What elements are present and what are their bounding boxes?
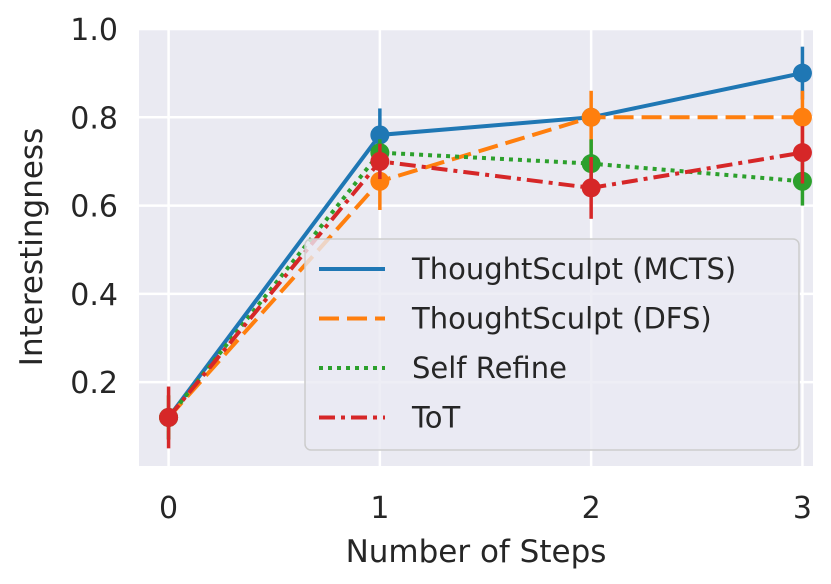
tick-labels: 0 1 2 3 0.2 0.4 0.6 0.8 1.0	[70, 13, 812, 526]
x-tick-label: 2	[582, 491, 601, 526]
series-layer	[159, 46, 812, 449]
legend-label: ThoughtSculpt (MCTS)	[411, 252, 736, 286]
data-point	[792, 143, 812, 163]
legend-label: ThoughtSculpt (DFS)	[411, 302, 712, 336]
legend-label: ToT	[411, 401, 461, 435]
y-tick-label: 0.8	[70, 101, 118, 136]
legend-box	[304, 238, 800, 451]
data-point	[370, 171, 390, 191]
x-axis-label: Number of Steps	[346, 534, 607, 570]
data-point	[370, 151, 390, 171]
data-point	[792, 107, 812, 127]
series-line	[166, 71, 803, 419]
series-line	[167, 115, 803, 419]
data-point	[370, 125, 390, 145]
series-line	[167, 150, 803, 419]
legend-label: Self Refine	[412, 351, 567, 385]
data-point	[792, 63, 812, 83]
y-tick-label: 1.0	[70, 13, 118, 48]
data-point	[581, 178, 601, 198]
series	[159, 126, 812, 449]
y-tick-label: 0.4	[70, 278, 118, 313]
series-line	[167, 150, 803, 419]
x-tick-label: 1	[370, 491, 389, 526]
data-point	[159, 407, 179, 427]
y-tick-label: 0.6	[70, 190, 118, 225]
data-point	[581, 107, 601, 127]
x-tick-label: 3	[793, 491, 812, 526]
x-tick-label: 0	[159, 491, 178, 526]
y-tick-label: 0.2	[70, 366, 118, 401]
legend: ThoughtSculpt (MCTS) ThoughtSculpt (DFS) S…	[304, 238, 800, 451]
y-axis-label: Interestingness	[14, 128, 50, 366]
